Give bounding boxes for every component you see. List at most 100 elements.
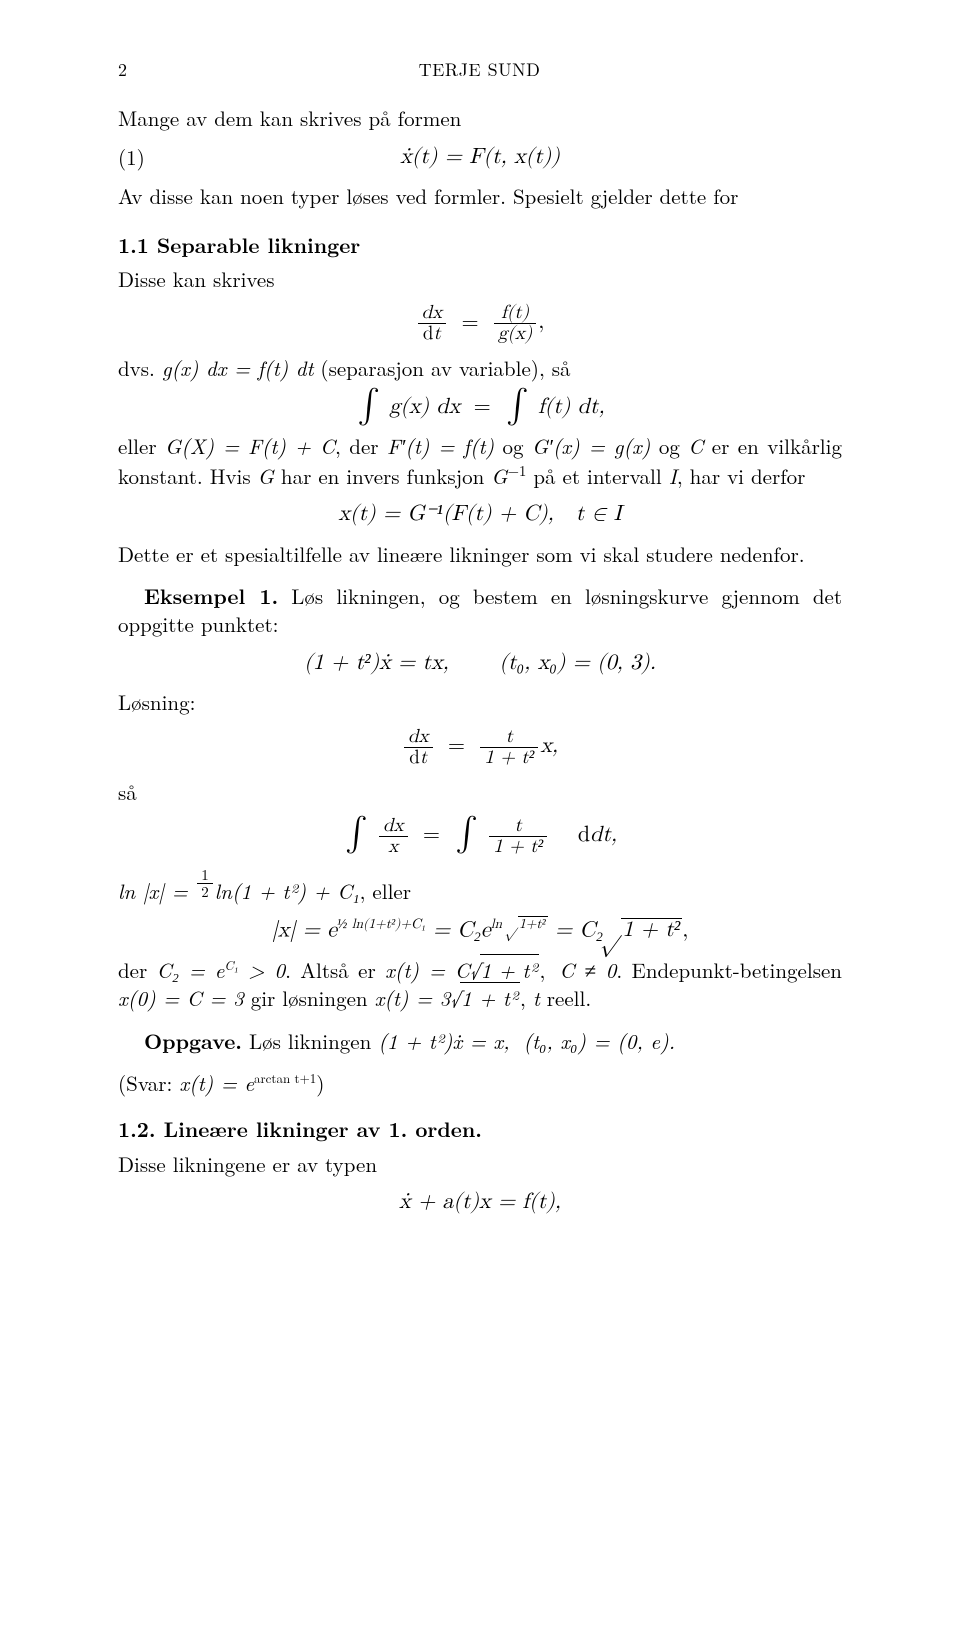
para-intro: Mange av dem kan skrives på formen [118,104,842,132]
eq8-exp2: ln 1+t² [491,917,548,931]
sqrt: 1 + t² [603,916,682,946]
inline-math: (1 + t²)ẋ = x, [378,1026,509,1056]
section-1-2-title: 1.2. Lineære likninger av 1. orden. [118,1115,842,1143]
frac-num: t [489,816,547,837]
inline-math: G(X) = F(t) + C [165,431,335,461]
eq-sign: = [448,735,465,757]
inline-math: ln(1 + t²) + C₁ [215,876,360,906]
integrand-r: f(t) dt, [538,396,605,418]
eq-body: ẋ(t) = F(t, x(t)) [168,143,792,173]
para-9: Disse likningene er av typen [118,1150,842,1178]
frac-den: dt [404,748,433,768]
text: . Altså er [285,955,385,985]
integral-icon: ∫ [506,394,529,418]
text: reell. [540,983,591,1013]
text: . Endepunkt-betingelsen [616,955,842,985]
frac-dx-dt: dx dt [404,727,433,768]
svar: (Svar: x(t) = earctan t+1) [118,1069,842,1097]
inline-math: (t₀, x₀) = (0, e). [524,1026,676,1056]
equation-3: ∫ g(x) dx = ∫ f(t) dt, [118,393,842,423]
inline-math: > 0 [238,955,285,985]
losning-label: Løsning: [118,688,842,716]
integral-icon: ∫ [455,822,478,846]
para-2: Av disse kan noen typer løses ved formle… [118,182,842,210]
oppgave: Oppgave. Løs likningen (1 + t²)ẋ = x,(t₀… [118,1027,842,1055]
oppgave-label: Oppgave. [144,1026,242,1056]
sqrt-arg: 1 + t² [621,918,682,941]
header-spacer [832,58,842,82]
text: , [520,983,533,1013]
text: ) [316,1068,324,1098]
frac-t-1pt2: t 1 + t² [480,727,538,768]
inline-math: x(t) = C [385,955,470,985]
sup: C₁ [224,955,238,974]
eq8-tail: , [682,919,688,941]
text: og [494,431,532,461]
frac-den: dt [418,324,447,344]
integral-icon: ∫ [357,394,380,418]
integral-icon: ∫ [345,822,368,846]
eq8-pre: |x| = e [272,919,337,941]
equation-5: (1 + t²)ẋ = tx, (t₀, x₀) = (0, 3). [118,649,842,679]
section-title-text: 1.2. Lineære likninger av 1. orden. [118,1114,482,1144]
inline-math: I [669,461,677,491]
inline-math: t [533,983,540,1013]
frac-den: 1 + t² [480,748,538,768]
equation-4: x(t) = G⁻¹(F(t) + C), t ∈ I [118,500,842,530]
sqrt-arg: 1 + t² [480,954,540,985]
equation-1: (1) ẋ(t) = F(t, x(t)) [118,143,842,173]
equation-6: dx dt = t 1 + t² x, [118,727,842,768]
text: , har vi derfor [677,461,806,491]
section-1-1-title: 1.1 Separable likninger [118,231,842,259]
eq8-mid1: = C₂e [426,919,491,941]
saa-label: så [118,778,842,806]
frac-num: t [480,727,538,748]
inline-math: C ≠ 0 [559,955,616,985]
frac-num: dx [404,727,433,748]
frac-ft-gx: f(t) g(x) [494,303,536,344]
page-number: 2 [118,58,127,82]
tail-text: dt, [590,824,617,846]
frac-den: x [379,837,408,857]
inline-math: G [491,461,507,491]
eq-tail: , [538,312,544,334]
sqrt: 1 + t² [450,984,520,1012]
integrand-l: g(x) dx [389,396,460,418]
inline-math: x(t) = 3 [375,983,451,1013]
inline-math: G [258,461,274,491]
inline-math: ln |x| = [118,876,195,906]
para-7: ln |x| = 12ln(1 + t²) + C₁, eller [118,867,842,905]
page: 2 TERJE SUND Mange av dem kan skrives på… [0,0,960,1286]
equation-9: ẋ + a(t)x = f(t), [118,1188,842,1218]
inline-math: x(t) = e [179,1068,254,1098]
inline-math: G′(x) = g(x) [532,431,650,461]
frac-num: f(t) [494,303,536,324]
sup: −1 [508,460,527,481]
example-1: Eksempel 1. Løs likningen, og bestem en … [118,582,842,639]
frac-den: 2 [197,884,213,900]
para-6: Dette er et spesialtilfelle av lineære l… [118,540,842,568]
inline-math: F′(t) = f(t) [387,431,494,461]
text: har en invers funksjon [274,461,491,491]
equation-2: dx dt = f(t) g(x) , [118,303,842,344]
frac-num: dx [418,303,447,324]
sqrt-arg: 1+t² [518,916,548,931]
running-title: TERJE SUND [419,58,541,82]
eq8-mid2: = C₂ [548,919,603,941]
eq-tail: ddt, [578,824,617,846]
text: gir løsningen [244,983,375,1013]
text: dvs. [118,353,162,383]
frac-t-1pt2: t 1 + t² [489,816,547,857]
eq-number: (1) [118,143,168,171]
text: (Svar: [118,1068,179,1098]
text: (separasjon av variable), så [313,353,570,383]
text: der [118,955,157,985]
inline-math: C₂ = e [157,955,225,985]
inline-math: g(x) dx = f(t) dt [162,353,314,383]
frac-den: g(x) [494,324,536,344]
sup: arctan t+1 [254,1068,316,1087]
inline-math: x(0) = C = 3 [118,983,244,1013]
text: på et intervall [526,461,668,491]
equation-8: |x| = e½ ln(1+t²)+C₁ = C₂eln 1+t² = C₂1 … [118,915,842,946]
eq5-left: (1 + t²)ẋ = tx, [304,652,449,674]
